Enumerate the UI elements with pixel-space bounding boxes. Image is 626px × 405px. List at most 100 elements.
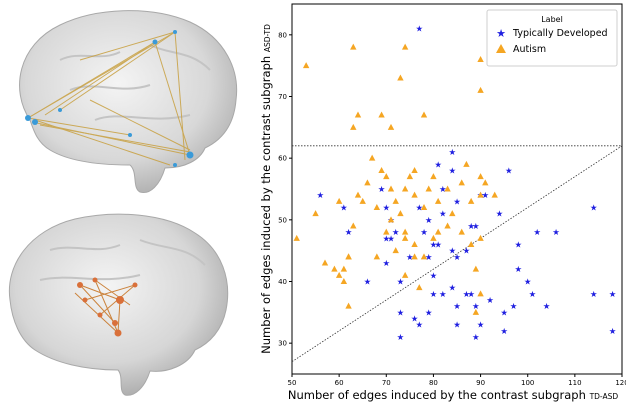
autism-point [472,308,480,315]
td-point: ★ [543,302,551,312]
td-point: ★ [345,228,353,238]
autism-point [477,290,484,297]
autism-point [401,185,409,192]
td-point: ★ [472,333,480,343]
td-point: ★ [552,228,560,238]
td-point: ★ [430,290,438,300]
td-point: ★ [467,222,475,232]
autism-point [335,271,343,278]
td-point: ★ [472,222,480,232]
x-axis-label: Number of edges induced by the contrast … [288,388,618,402]
autism-point [387,185,395,192]
autism-point [359,197,366,204]
y-tick-label: 50 [278,216,287,224]
autism-point [401,228,409,235]
autism-point [477,191,484,198]
x-tick-label: 120 [615,379,626,387]
td-point: ★ [463,247,471,257]
x-tick-label: 60 [335,379,344,387]
autism-point [354,111,362,118]
td-point: ★ [425,253,433,263]
autism-point [401,43,409,50]
y-tick-label: 60 [278,155,287,163]
legend-triangle-icon [496,44,506,53]
autism-point [411,253,418,260]
autism-point [434,228,442,235]
td-point: ★ [533,228,541,238]
td-point: ★ [434,160,442,170]
legend-title: Label [541,15,563,24]
td-point: ★ [397,308,405,318]
td-point: ★ [453,253,461,263]
autism-point [350,123,357,130]
td-point: ★ [514,241,522,251]
autism-point [458,179,465,186]
td-point: ★ [439,185,447,195]
autism-point [387,123,395,130]
brain-bottom-image [8,213,229,396]
td-point: ★ [382,204,390,214]
td-point: ★ [415,321,423,331]
td-point: ★ [411,315,419,325]
autism-point [350,43,357,50]
brain-top-image [19,10,238,194]
td-point: ★ [514,265,522,275]
autism-point [411,241,418,247]
td-point: ★ [448,167,456,177]
td-point: ★ [505,167,513,177]
autism-point [477,173,484,180]
y-tick-label: 70 [278,93,287,101]
y-tick-label: 40 [278,278,287,286]
autism-point [354,191,362,198]
td-point: ★ [609,290,617,300]
autism-point [430,173,437,180]
td-point: ★ [430,271,438,281]
x-tick-label: 50 [288,379,297,387]
y-axis-label: Number of edges induced by the contrast … [259,24,273,354]
legend-label-autism: Autism [513,44,546,55]
td-point: ★ [609,327,617,337]
td-point: ★ [453,302,461,312]
autism-point [340,278,348,284]
data-points: ★★★★★★★★★ ★★★★★★★★★★★★★★★★★★★★★★★★★ ★★★★★★… [293,25,617,343]
autism-point [411,191,418,198]
autism-point [467,197,475,204]
autism-point [411,167,418,173]
autism-point [397,210,404,217]
x-tick-label: 80 [429,379,438,387]
autism-point [378,167,385,173]
td-point: ★ [316,191,324,201]
autism-point [312,210,319,217]
autism-point [420,204,428,210]
autism-point [491,191,498,198]
td-point: ★ [453,321,461,331]
autism-point [392,247,399,254]
td-point: ★ [500,308,508,318]
autism-point [430,234,437,241]
td-point: ★ [439,290,447,300]
autism-point [350,222,357,229]
td-point: ★ [378,185,386,195]
td-point: ★ [467,290,475,300]
td-point: ★ [430,241,438,251]
x-tick-label: 100 [521,379,534,387]
autism-point [472,265,480,272]
td-point: ★ [510,302,518,312]
legend-label-td: Typically Developed [512,28,608,39]
y-tick-label: 30 [278,340,287,348]
autism-point [449,210,456,217]
x-tick-label: 110 [568,379,581,387]
td-point: ★ [382,259,390,269]
legend-star-icon: ★ [496,27,506,40]
td-point: ★ [364,278,372,288]
td-point: ★ [448,148,456,158]
td-point: ★ [420,228,428,238]
autism-point [373,204,381,210]
td-point: ★ [382,234,390,244]
td-point: ★ [406,253,414,263]
autism-point [467,241,475,247]
td-point: ★ [387,234,395,244]
autism-point [383,173,390,180]
td-point: ★ [340,204,348,214]
autism-point [397,74,404,81]
